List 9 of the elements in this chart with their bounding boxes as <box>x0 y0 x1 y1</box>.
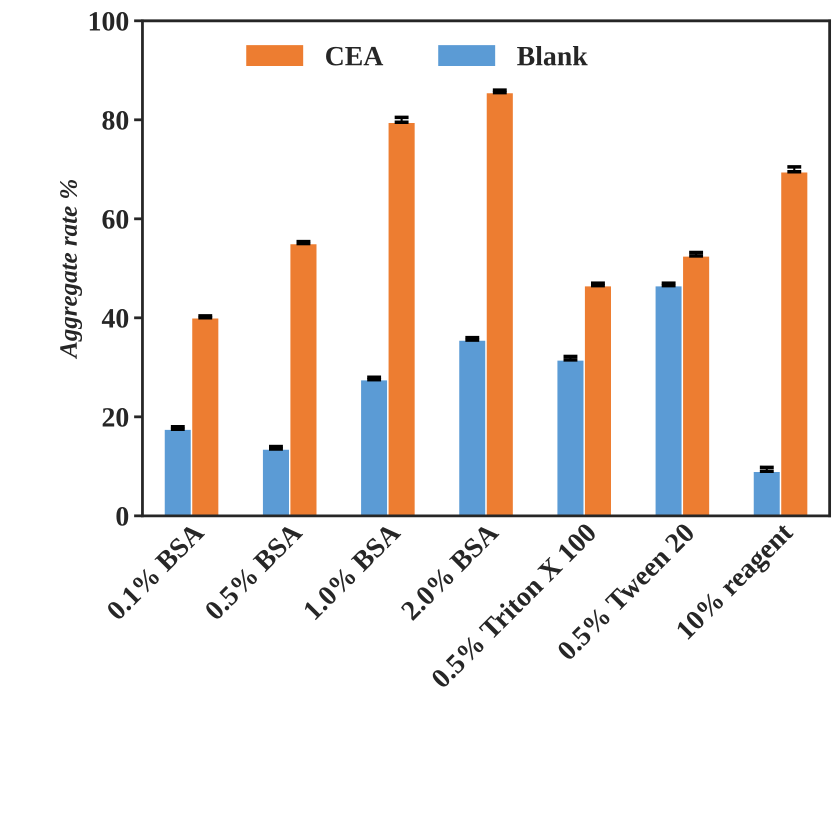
y-tick-label: 40 <box>102 308 128 328</box>
y-tick-label: 0 <box>116 507 128 526</box>
y-tick-label: 80 <box>102 110 128 130</box>
y-tick-label: 20 <box>102 408 128 427</box>
legend-label: CEA <box>326 46 384 66</box>
y-tick-label: 60 <box>102 210 128 229</box>
y-axis-title: Aggregate rate % <box>60 180 82 360</box>
legend-label: Blank <box>517 46 588 66</box>
y-tick-label: 100 <box>90 12 128 31</box>
